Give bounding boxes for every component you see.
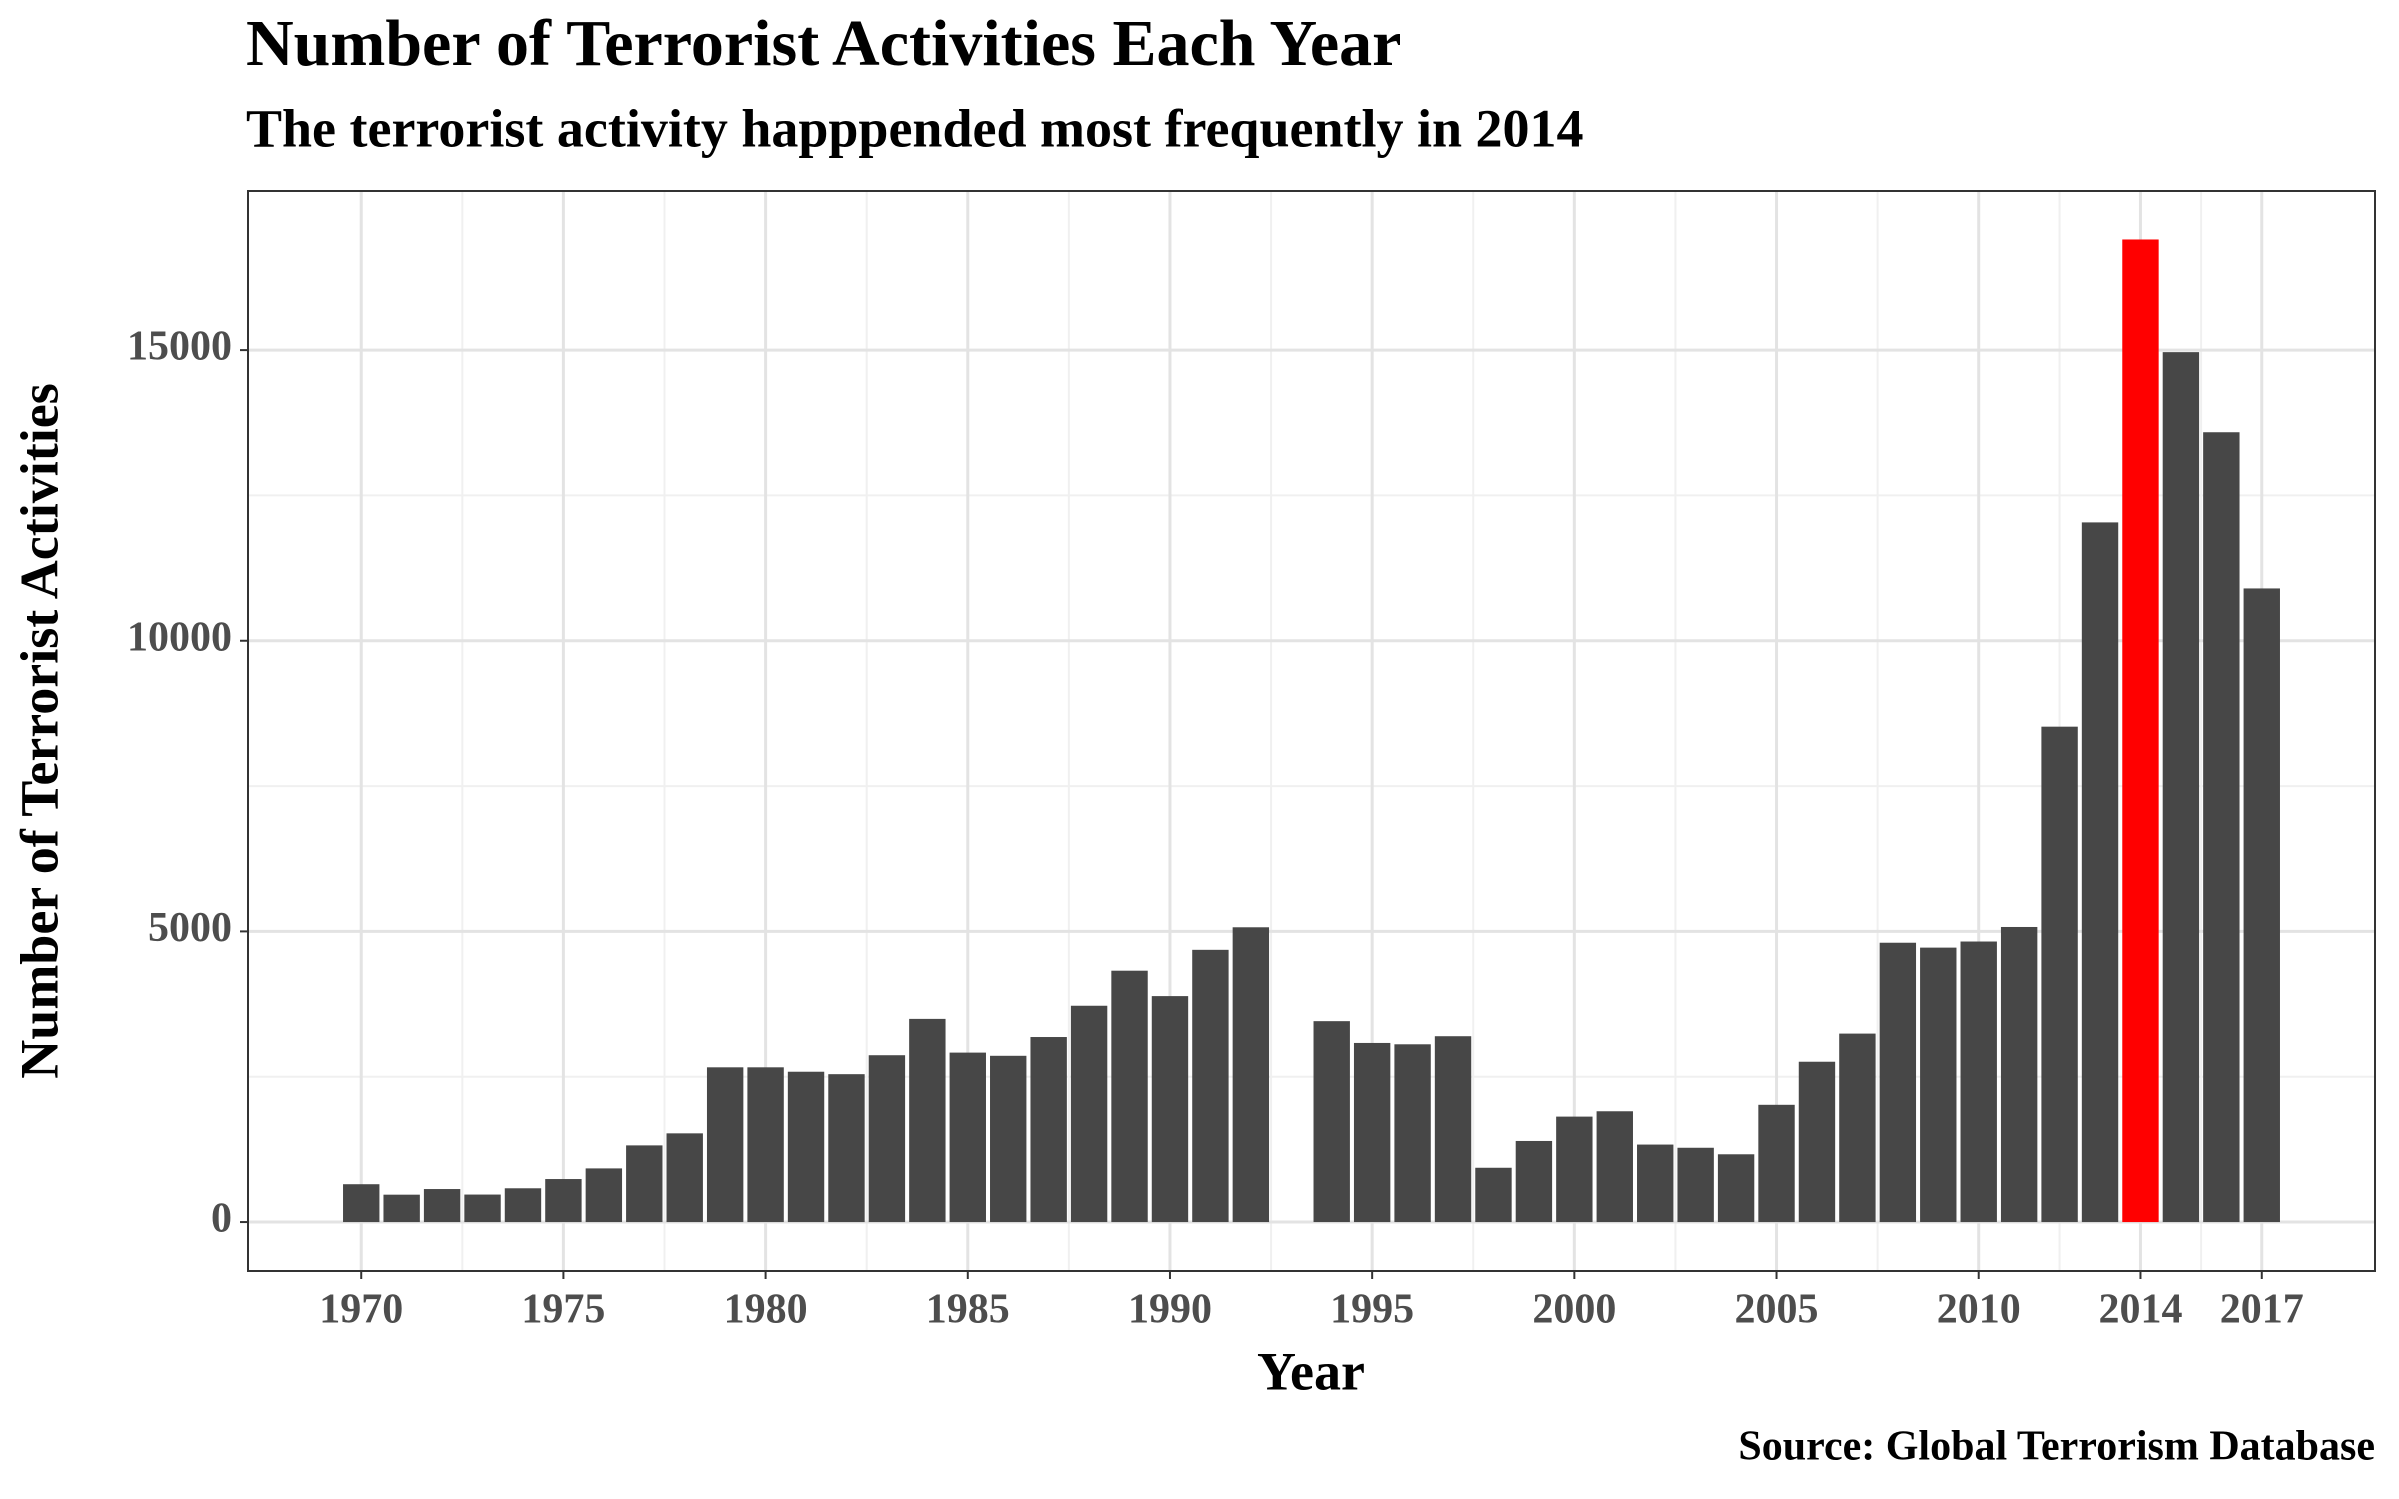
- bar: [1434, 1036, 1472, 1223]
- bar: [504, 1188, 542, 1223]
- panel-border: [247, 190, 2376, 1272]
- bar: [545, 1179, 582, 1223]
- bar: [1677, 1147, 1714, 1223]
- bar: [747, 1067, 784, 1223]
- bar: [1637, 1144, 1674, 1223]
- bar: [383, 1194, 420, 1223]
- x-tick-label: 1970: [319, 1287, 403, 1333]
- y-tick-label: 15000: [127, 324, 232, 370]
- bar: [949, 1052, 986, 1223]
- x-tick-label: 1980: [724, 1287, 808, 1333]
- bar: [2081, 522, 2119, 1223]
- bar: [706, 1067, 744, 1223]
- bar: [1313, 1021, 1350, 1223]
- bar: [828, 1074, 865, 1223]
- bar: [1192, 949, 1229, 1223]
- x-tick-label: 1985: [926, 1287, 1010, 1333]
- bar: [666, 1133, 703, 1223]
- bar: [1758, 1104, 1795, 1223]
- x-tick-label: 2010: [1937, 1287, 2021, 1333]
- x-tick-label: 2005: [1735, 1287, 1819, 1333]
- y-tick-label: 10000: [127, 614, 232, 660]
- x-tick-label: 1975: [521, 1287, 605, 1333]
- bar: [464, 1194, 501, 1223]
- bar: [1556, 1116, 1593, 1223]
- bar: [1798, 1061, 1836, 1223]
- bar: [423, 1189, 461, 1223]
- bar: [1030, 1037, 1067, 1223]
- x-tick-label: 2014: [2098, 1287, 2182, 1333]
- y-tick-label: 5000: [148, 905, 232, 951]
- x-tick-label: 2000: [1532, 1287, 1616, 1333]
- x-tick-label: 1990: [1128, 1287, 1212, 1333]
- x-tick-label: 2017: [2220, 1287, 2304, 1333]
- bar: [1111, 970, 1148, 1223]
- bar: [787, 1071, 825, 1223]
- bar: [909, 1018, 946, 1223]
- bar: [2122, 239, 2159, 1223]
- bar: [1070, 1005, 1108, 1223]
- chart-subtitle: The terrorist activity happpended most f…: [246, 98, 1584, 158]
- bar: [1515, 1140, 1553, 1223]
- x-tick-label: 1995: [1330, 1287, 1414, 1333]
- bar: [1151, 996, 1189, 1223]
- bar: [990, 1055, 1027, 1223]
- bar: [1717, 1154, 1755, 1223]
- bar: [1353, 1042, 1391, 1223]
- bar: [626, 1145, 663, 1223]
- bar: [1920, 947, 1957, 1223]
- x-axis-title: Year: [1257, 1341, 1365, 1401]
- bar: [1960, 941, 1997, 1223]
- bar: [2162, 352, 2200, 1223]
- bar: [2041, 726, 2078, 1223]
- bar: [1596, 1111, 1633, 1223]
- bar: [1839, 1033, 1876, 1223]
- bar: [1475, 1167, 1512, 1223]
- bar: [585, 1168, 623, 1223]
- bar: [2203, 432, 2240, 1223]
- bar: [343, 1184, 380, 1223]
- bar: [2243, 588, 2280, 1223]
- bar: [2000, 926, 2038, 1223]
- y-tick-label: 0: [211, 1196, 232, 1242]
- y-axis-title: Number of Terrorist Activities: [9, 383, 69, 1078]
- bar: [1879, 942, 1917, 1223]
- bar: [868, 1055, 906, 1223]
- bar: [1232, 927, 1270, 1223]
- caption: Source: Global Terrorism Database: [1738, 1424, 2375, 1470]
- bar: [1394, 1044, 1431, 1223]
- chart-title: Number of Terrorist Activities Each Year: [246, 7, 1401, 80]
